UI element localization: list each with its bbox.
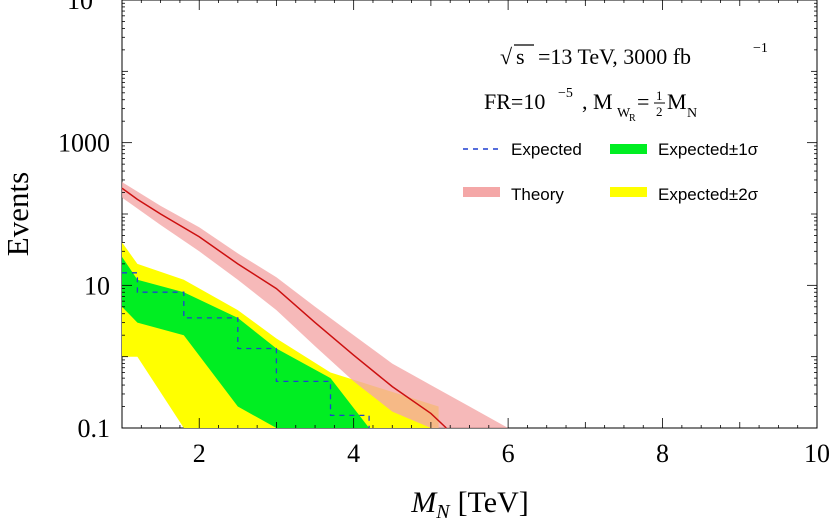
fr-separator: , M (582, 89, 613, 114)
sqrt-s: s (516, 44, 525, 69)
mn-text: M (667, 89, 687, 114)
x-tick-label: 4 (347, 439, 360, 468)
energy-text: =13 TeV, 3000 fb (538, 44, 691, 69)
bands-layer (122, 182, 817, 428)
legend-1sigma-swatch (610, 144, 647, 154)
band-expected-1sigma (122, 256, 370, 428)
y-tick-label: 0.1 (78, 414, 111, 443)
mn-subscript: N (687, 106, 697, 121)
x-label-main: M (410, 486, 438, 518)
fr-exponent: −5 (558, 86, 573, 101)
equals-sign: = (637, 89, 649, 114)
legend: Expected Expected±1σ Theory Expected±2σ (463, 140, 759, 204)
x-ticks: 2 4 6 8 10 (121, 0, 830, 468)
line-expected (122, 272, 370, 428)
m-sub-r: R (629, 113, 636, 124)
x-tick-label: 10 (804, 439, 830, 468)
lumi-exponent: −1 (753, 41, 768, 56)
x-tick-label: 6 (502, 439, 515, 468)
y-tick-label: 10 (67, 0, 93, 15)
lines-layer (121, 187, 447, 429)
y-tick-label: 10 (84, 271, 110, 300)
legend-2sigma-label: Expected±2σ (658, 185, 759, 204)
x-tick-label: 2 (193, 439, 206, 468)
band-expected-2sigma (122, 242, 439, 428)
legend-1sigma-label: Expected±1σ (658, 140, 759, 159)
y-tick-label: 1000 (58, 129, 110, 158)
legend-2sigma-swatch (610, 187, 647, 197)
legend-theory-swatch (463, 187, 500, 197)
line-theory (121, 187, 447, 429)
x-label-unit: [TeV] (458, 486, 529, 518)
x-label-sub: N (435, 501, 451, 518)
annotation-energy: √ s =13 TeV, 3000 fb −1 (500, 41, 768, 69)
half-numerator: 1 (656, 88, 663, 103)
m-sub-w: W (617, 106, 631, 121)
x-tick-label: 8 (656, 439, 669, 468)
legend-theory-label: Theory (511, 185, 564, 204)
y-axis-label: Events (0, 172, 35, 256)
x-axis-label: MN [TeV] (410, 486, 529, 518)
legend-expected-label: Expected (511, 140, 582, 159)
fr-text: FR=10 (484, 89, 545, 114)
annotation-fr: FR=10 −5 , M W R = 1 2 M N (484, 86, 697, 124)
y-ticks: 0.1101000105 (58, 0, 817, 443)
half-denominator: 2 (656, 104, 663, 119)
sqrt-symbol: √ (500, 44, 513, 69)
